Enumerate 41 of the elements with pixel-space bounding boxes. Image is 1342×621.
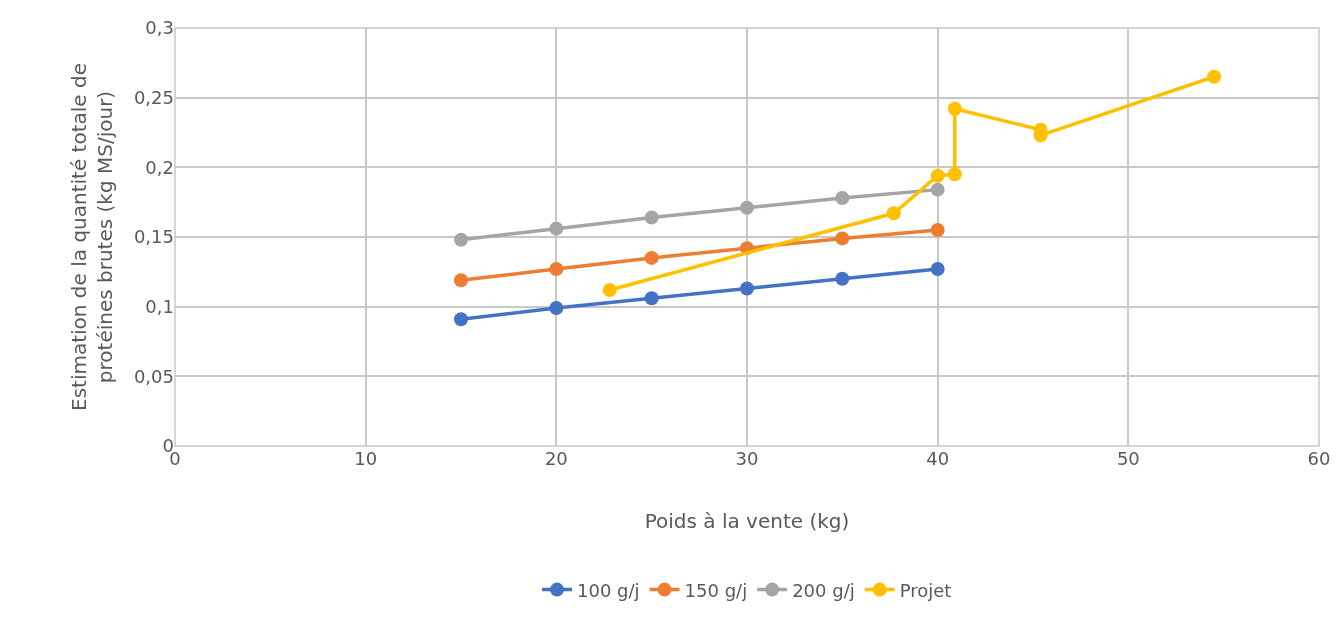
y-tick-label: 0,3 — [145, 17, 174, 39]
y-tick-label: 0,05 — [133, 365, 174, 387]
point — [930, 223, 945, 238]
point — [886, 206, 901, 221]
y-tick-label: 0,15 — [133, 226, 174, 248]
point — [454, 232, 468, 247]
x-tick-label: 50 — [1116, 448, 1140, 469]
x-tick-label: 60 — [1307, 448, 1331, 469]
x-tick-label: 10 — [354, 448, 378, 469]
point — [549, 301, 564, 316]
point — [835, 271, 850, 286]
y-tick-label: 0,1 — [145, 295, 174, 317]
point — [644, 250, 659, 265]
point — [740, 281, 754, 296]
point — [947, 167, 962, 182]
x-axis-title: Poids à la vente (kg) — [644, 508, 850, 533]
point — [1207, 69, 1222, 84]
point — [602, 282, 617, 297]
point — [454, 312, 468, 327]
point — [930, 262, 945, 277]
x-tick-label: 20 — [544, 448, 568, 469]
point — [644, 291, 659, 306]
legend-label: 150 g/j — [684, 579, 748, 601]
y-tick-label: 0,25 — [133, 86, 174, 108]
y-axis-title: Estimation de la quantité totale de protéines brutes (kg MS/jour) — [67, 63, 118, 411]
point — [930, 168, 945, 183]
point — [740, 200, 754, 215]
point — [835, 190, 850, 205]
y-tick-label: 0,2 — [145, 156, 174, 178]
point — [549, 221, 564, 236]
legend-label: Projet — [899, 579, 952, 601]
point — [947, 101, 962, 116]
point — [835, 231, 850, 246]
point — [454, 273, 468, 288]
x-tick-label: 30 — [735, 448, 759, 469]
legend-label: 100 g/j — [577, 579, 640, 601]
legend-label: 200 g/j — [792, 579, 855, 601]
point — [549, 262, 564, 277]
x-tick-label: 40 — [926, 448, 950, 469]
point — [930, 182, 945, 197]
point — [644, 210, 659, 225]
